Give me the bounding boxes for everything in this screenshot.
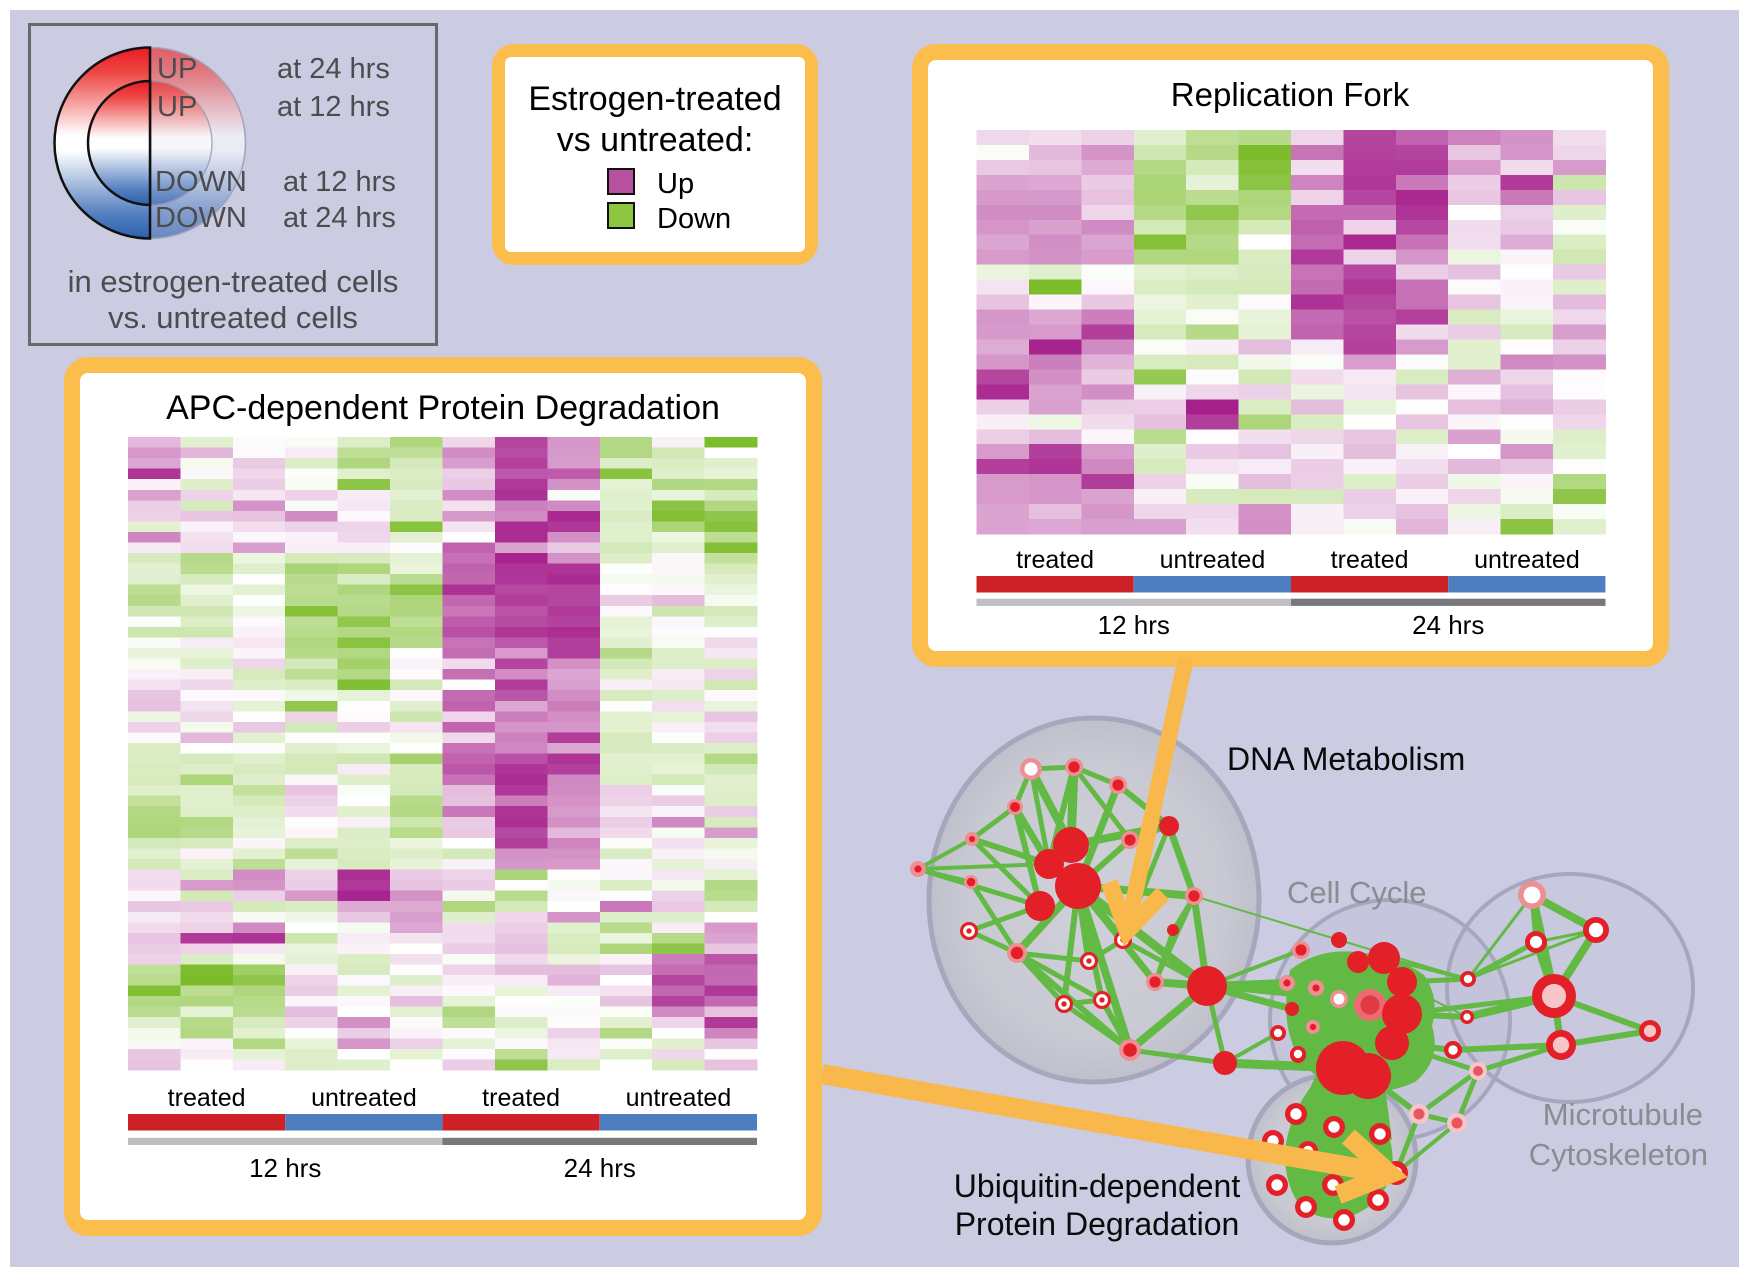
- svg-text:Ubiquitin-dependent: Ubiquitin-dependent: [954, 1168, 1241, 1204]
- svg-text:untreated: untreated: [1474, 546, 1580, 574]
- svg-text:vs untreated:: vs untreated:: [557, 121, 754, 159]
- svg-text:untreated: untreated: [1160, 546, 1266, 574]
- svg-text:UP: UP: [157, 91, 197, 123]
- svg-text:at 12 hrs: at 12 hrs: [283, 166, 396, 198]
- svg-text:untreated: untreated: [626, 1084, 732, 1112]
- svg-text:treated: treated: [1331, 546, 1409, 574]
- svg-text:at 24 hrs: at 24 hrs: [277, 53, 390, 85]
- svg-text:Protein Degradation: Protein Degradation: [955, 1206, 1240, 1242]
- svg-text:Down: Down: [657, 203, 731, 235]
- svg-text:DOWN: DOWN: [155, 166, 247, 198]
- svg-text:Microtubule: Microtubule: [1543, 1097, 1703, 1132]
- svg-text:treated: treated: [1016, 546, 1094, 574]
- svg-text:untreated: untreated: [311, 1084, 417, 1112]
- svg-text:24 hrs: 24 hrs: [1412, 610, 1484, 640]
- svg-text:in estrogen-treated cells: in estrogen-treated cells: [68, 264, 399, 299]
- svg-text:DNA Metabolism: DNA Metabolism: [1227, 741, 1465, 777]
- svg-text:Estrogen-treated: Estrogen-treated: [528, 80, 781, 118]
- svg-text:Up: Up: [657, 168, 694, 200]
- svg-text:Cytoskeleton: Cytoskeleton: [1529, 1137, 1708, 1172]
- svg-text:APC-dependent Protein Degradat: APC-dependent Protein Degradation: [166, 389, 720, 427]
- svg-text:12 hrs: 12 hrs: [1098, 610, 1170, 640]
- svg-text:UP: UP: [157, 53, 197, 85]
- svg-text:at 12 hrs: at 12 hrs: [277, 91, 390, 123]
- svg-text:12 hrs: 12 hrs: [249, 1153, 321, 1183]
- svg-text:DOWN: DOWN: [155, 202, 247, 234]
- svg-text:Replication Fork: Replication Fork: [1171, 76, 1410, 113]
- svg-text:treated: treated: [482, 1084, 560, 1112]
- svg-text:Cell Cycle: Cell Cycle: [1287, 875, 1427, 910]
- svg-text:24 hrs: 24 hrs: [564, 1153, 636, 1183]
- svg-text:treated: treated: [168, 1084, 246, 1112]
- svg-text:vs. untreated cells: vs. untreated cells: [108, 300, 358, 335]
- svg-text:at 24 hrs: at 24 hrs: [283, 202, 396, 234]
